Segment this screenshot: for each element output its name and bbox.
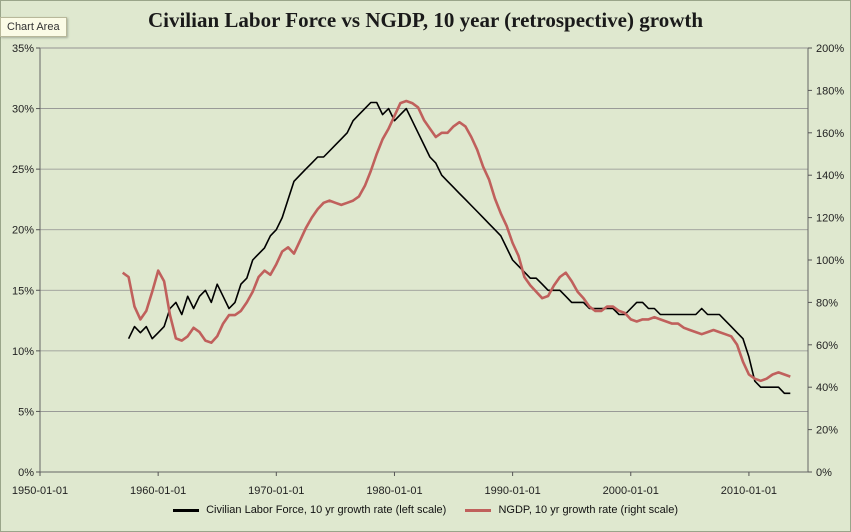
plot-area[interactable]: 0% 5% 10% 15% 20% 25% 30% 35% 0% 20% 40% 60% 80% 100… [0, 0, 851, 500]
chart-area-tooltip: Chart Area [0, 17, 67, 37]
left-axis-ticks: 0% 5% 10% 15% 20% 25% 30% 35% [12, 43, 40, 479]
legend: Civilian Labor Force, 10 yr growth rate … [0, 504, 851, 516]
right-axis-ticks: 0% 20% 40% 60% 80% 100% 120% 140% 160% 180% 200% [808, 43, 844, 479]
chart-title: Civilian Labor Force vs NGDP, 10 year (r… [147, 8, 704, 32]
x-tick-label: 1990-01-01 [484, 485, 540, 497]
x-tick-label: 2000-01-01 [603, 485, 659, 497]
legend-item-ngdp[interactable]: NGDP, 10 yr growth rate (right scale) [465, 504, 678, 516]
legend-label-ngdp: NGDP, 10 yr growth rate (right scale) [498, 504, 678, 517]
right-tick-label: 40% [816, 382, 838, 394]
right-tick-label: 0% [816, 467, 832, 479]
series-line-labor-force [127, 101, 791, 395]
x-tick-label: 1980-01-01 [366, 485, 422, 497]
series-lines [121, 99, 791, 395]
left-tick-label: 0% [18, 467, 34, 479]
plot-background [40, 48, 808, 472]
right-tick-label: 120% [816, 213, 844, 225]
x-tick-label: 1960-01-01 [130, 485, 186, 497]
left-tick-label: 35% [12, 43, 34, 55]
left-tick-label: 5% [18, 406, 34, 418]
right-tick-label: 160% [816, 128, 844, 140]
right-tick-label: 20% [816, 425, 838, 437]
legend-item-labor-force[interactable]: Civilian Labor Force, 10 yr growth rate … [173, 504, 446, 516]
right-tick-label: 100% [816, 255, 844, 267]
x-tick-label: 1970-01-01 [248, 485, 304, 497]
legend-label-labor-force: Civilian Labor Force, 10 yr growth rate … [206, 504, 447, 517]
right-tick-label: 140% [816, 170, 844, 182]
right-tick-label: 200% [816, 43, 844, 55]
left-tick-label: 30% [12, 104, 34, 116]
right-tick-label: 60% [816, 340, 838, 352]
left-tick-label: 25% [12, 164, 34, 176]
left-tick-label: 15% [12, 285, 34, 297]
x-axis-ticks: 1950-01-01 1960-01-01 1970-01-01 1980-01-01… [12, 472, 777, 497]
right-tick-label: 80% [816, 297, 838, 309]
left-tick-label: 20% [12, 225, 34, 237]
legend-swatch-ngdp [465, 508, 492, 512]
legend-swatch-labor-force [173, 508, 199, 512]
series-line-ngdp [121, 99, 791, 383]
left-tick-label: 10% [12, 346, 34, 358]
right-tick-label: 180% [816, 85, 844, 97]
x-tick-label: 2010-01-01 [721, 485, 777, 497]
x-tick-label: 1950-01-01 [12, 485, 68, 497]
